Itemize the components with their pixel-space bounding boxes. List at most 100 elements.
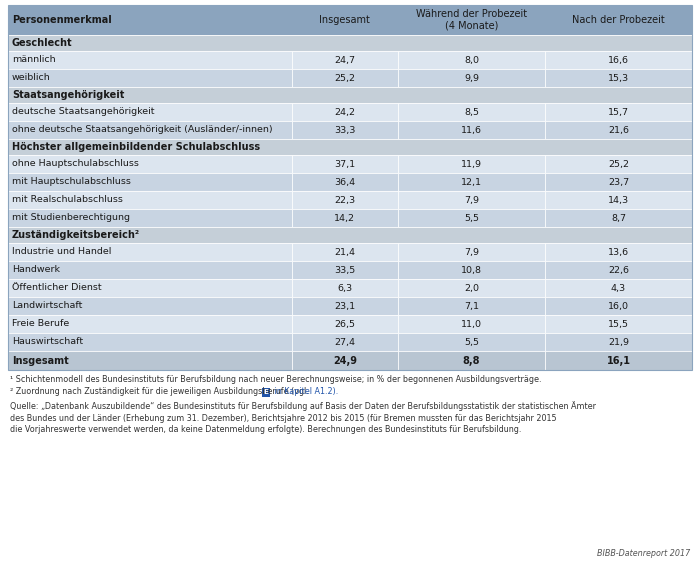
Bar xyxy=(545,315,692,333)
Bar xyxy=(8,35,692,51)
Bar xyxy=(8,261,292,279)
Text: 22,6: 22,6 xyxy=(608,266,629,275)
Text: Industrie und Handel: Industrie und Handel xyxy=(12,248,111,257)
Bar xyxy=(545,69,692,87)
Bar xyxy=(8,333,292,351)
Text: 24,7: 24,7 xyxy=(335,56,356,65)
Text: 13,6: 13,6 xyxy=(608,248,629,257)
Text: Zuständigkeitsbereich²: Zuständigkeitsbereich² xyxy=(12,230,140,240)
Bar xyxy=(545,333,692,351)
Text: 9,9: 9,9 xyxy=(464,74,479,83)
Bar xyxy=(545,279,692,297)
Bar xyxy=(545,103,692,121)
Bar xyxy=(8,227,692,243)
Text: 10,8: 10,8 xyxy=(461,266,482,275)
Text: 8,8: 8,8 xyxy=(463,355,480,365)
Bar xyxy=(8,87,692,103)
Text: 33,5: 33,5 xyxy=(334,266,356,275)
Text: Insgesamt: Insgesamt xyxy=(319,15,370,25)
Text: Quelle: „Datenbank Auszubildende“ des Bundesinstituts für Berufsbildung auf Basi: Quelle: „Datenbank Auszubildende“ des Bu… xyxy=(10,401,596,435)
Bar xyxy=(8,191,292,209)
Bar xyxy=(8,351,292,370)
Bar xyxy=(398,173,545,191)
Text: 37,1: 37,1 xyxy=(335,159,356,168)
Text: 26,5: 26,5 xyxy=(335,319,356,328)
Text: ² Zuordnung nach Zuständigkeit für die jeweiligen Ausbildungsberufe (vgl.: ² Zuordnung nach Zuständigkeit für die j… xyxy=(10,387,309,396)
Text: deutsche Staatsangehörigkeit: deutsche Staatsangehörigkeit xyxy=(12,108,155,117)
Bar xyxy=(292,279,398,297)
Bar xyxy=(398,209,545,227)
Text: 15,5: 15,5 xyxy=(608,319,629,328)
Bar xyxy=(398,261,545,279)
Text: mit Realschulabschluss: mit Realschulabschluss xyxy=(12,195,123,204)
Text: 8,5: 8,5 xyxy=(464,108,479,117)
Bar xyxy=(545,209,692,227)
Text: 33,3: 33,3 xyxy=(334,126,356,135)
Text: 6,3: 6,3 xyxy=(337,284,352,293)
Text: 2,0: 2,0 xyxy=(464,284,479,293)
Bar xyxy=(545,191,692,209)
Text: Freie Berufe: Freie Berufe xyxy=(12,319,69,328)
Bar xyxy=(398,315,545,333)
Bar xyxy=(8,315,292,333)
Bar xyxy=(292,243,398,261)
Text: 22,3: 22,3 xyxy=(335,195,356,204)
Bar xyxy=(8,243,292,261)
Bar xyxy=(292,103,398,121)
Bar xyxy=(292,261,398,279)
Text: 12,1: 12,1 xyxy=(461,177,482,186)
Text: BIBB-Datenreport 2017: BIBB-Datenreport 2017 xyxy=(596,549,690,558)
Bar xyxy=(292,121,398,139)
Text: Handwerk: Handwerk xyxy=(12,266,60,275)
Bar xyxy=(545,51,692,69)
Bar xyxy=(398,279,545,297)
Text: 23,1: 23,1 xyxy=(335,302,356,311)
Text: Insgesamt: Insgesamt xyxy=(12,355,69,365)
Text: 11,6: 11,6 xyxy=(461,126,482,135)
Text: männlich: männlich xyxy=(12,56,55,65)
Bar xyxy=(8,69,292,87)
Bar xyxy=(292,297,398,315)
Text: 15,7: 15,7 xyxy=(608,108,629,117)
Bar xyxy=(8,209,292,227)
Text: Öffentlicher Dienst: Öffentlicher Dienst xyxy=(12,284,102,293)
Text: 7,9: 7,9 xyxy=(464,248,479,257)
Text: ohne deutsche Staatsangehörigkeit (Ausländer/-innen): ohne deutsche Staatsangehörigkeit (Auslä… xyxy=(12,126,272,135)
Bar xyxy=(8,5,692,35)
Text: ohne Hauptschulabschluss: ohne Hauptschulabschluss xyxy=(12,159,139,168)
Bar xyxy=(8,139,692,155)
Text: weiblich: weiblich xyxy=(12,74,50,83)
Text: Nach der Probezeit: Nach der Probezeit xyxy=(572,15,665,25)
Text: 21,9: 21,9 xyxy=(608,337,629,346)
Text: 11,0: 11,0 xyxy=(461,319,482,328)
Text: 25,2: 25,2 xyxy=(608,159,629,168)
Text: 7,1: 7,1 xyxy=(464,302,479,311)
Bar xyxy=(8,297,292,315)
Bar xyxy=(398,351,545,370)
Bar xyxy=(545,121,692,139)
Text: 8,7: 8,7 xyxy=(611,213,626,222)
Bar xyxy=(398,155,545,173)
Text: 5,5: 5,5 xyxy=(464,337,479,346)
Text: in Kapitel A1.2).: in Kapitel A1.2). xyxy=(272,387,338,396)
Text: Während der Probezeit
(4 Monate): Während der Probezeit (4 Monate) xyxy=(416,9,527,31)
Text: 24,2: 24,2 xyxy=(335,108,356,117)
Bar xyxy=(292,351,398,370)
Bar xyxy=(545,243,692,261)
Text: 16,6: 16,6 xyxy=(608,56,629,65)
Text: 21,6: 21,6 xyxy=(608,126,629,135)
Text: mit Hauptschulabschluss: mit Hauptschulabschluss xyxy=(12,177,131,186)
Text: 11,9: 11,9 xyxy=(461,159,482,168)
Text: Geschlecht: Geschlecht xyxy=(12,38,73,48)
Text: Staatsangehörigkeit: Staatsangehörigkeit xyxy=(12,90,125,100)
Text: 36,4: 36,4 xyxy=(335,177,356,186)
Bar xyxy=(545,155,692,173)
Text: 14,2: 14,2 xyxy=(335,213,356,222)
Bar xyxy=(262,388,270,397)
Text: 5,5: 5,5 xyxy=(464,213,479,222)
Text: 16,0: 16,0 xyxy=(608,302,629,311)
Bar xyxy=(8,155,292,173)
Text: E: E xyxy=(263,390,268,395)
Bar xyxy=(8,103,292,121)
Bar xyxy=(545,351,692,370)
